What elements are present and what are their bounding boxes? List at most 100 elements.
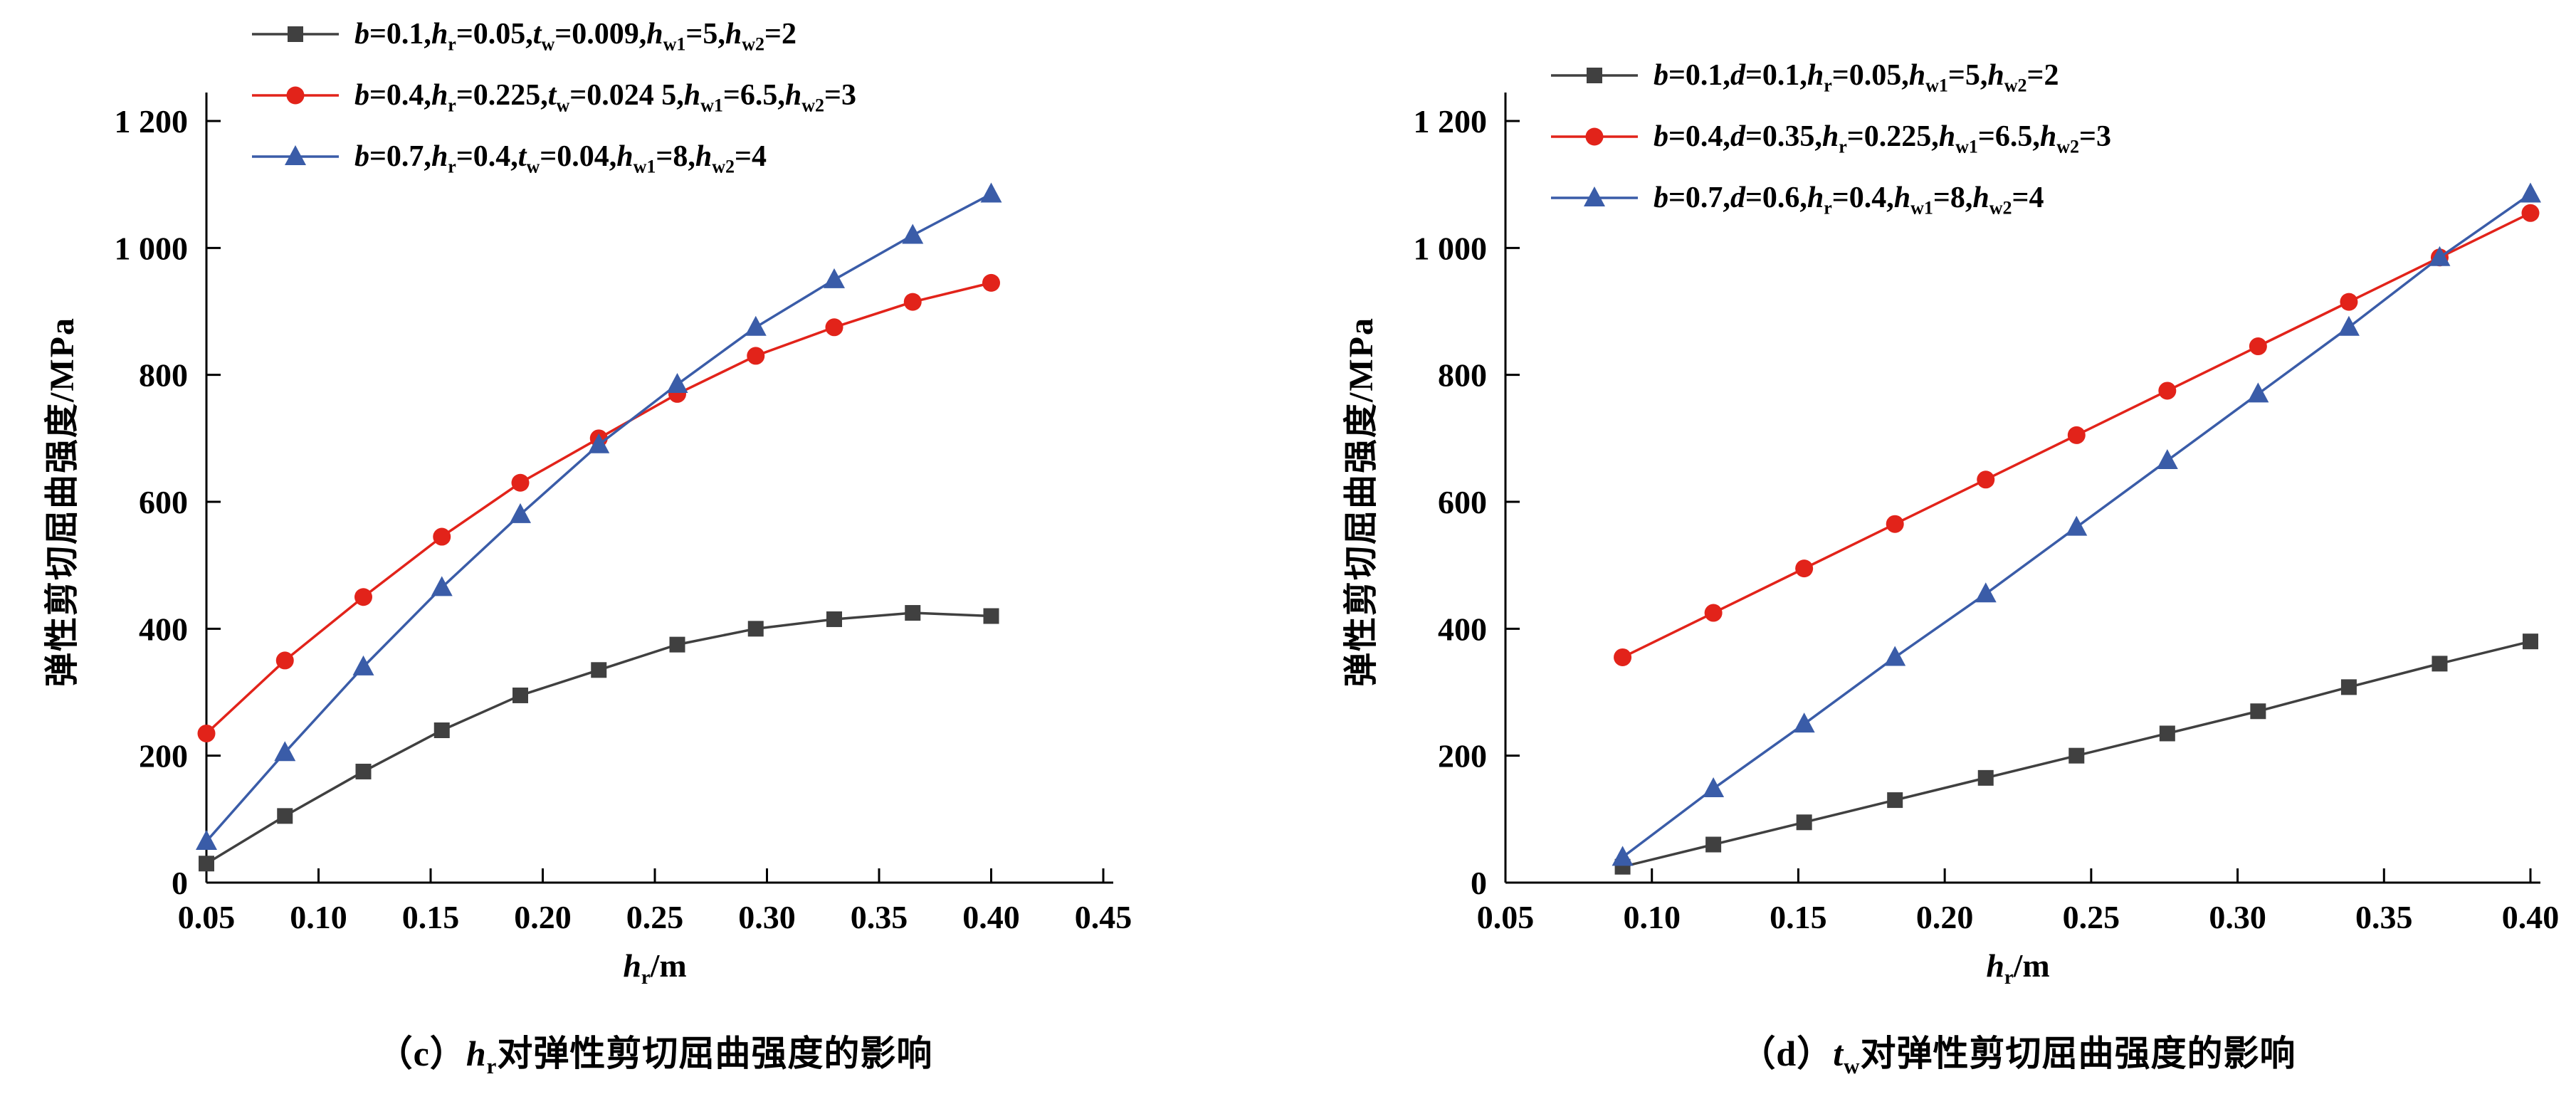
y-tick-label: 1 000 (1414, 230, 1488, 266)
legend-key-icon (1551, 68, 1638, 83)
legend-key-icon (1551, 186, 1638, 206)
triangle-marker (1793, 712, 1815, 733)
figure-d: 0.05 0.10 0.15 0.20 0.25 0.30 0.35 0.40 0 200 400 6… (1313, 0, 2566, 1099)
legend-item: b=0.4,d=0.35,hr=0.225,hw1=6.5,hw2=3 (1548, 118, 2111, 157)
circle-marker (1614, 648, 1632, 666)
y-tick-label: 1 200 (115, 103, 189, 140)
square-marker (905, 605, 921, 621)
y-axis-title: 弹性剪切屈曲强度/MPa (43, 317, 81, 687)
triangle-marker (588, 433, 610, 453)
figure-c: 0.05 0.10 0.15 0.20 0.25 0.30 0.35 0.40 0.45 0 200… (14, 0, 1267, 1099)
circle-marker (825, 318, 843, 337)
series (196, 182, 1002, 851)
series (1614, 633, 2538, 875)
triangle-marker (2520, 182, 2541, 203)
square-marker (983, 608, 999, 624)
square-marker (199, 856, 214, 872)
triangle-marker (2429, 246, 2451, 266)
y-tick-label: 0 (172, 865, 188, 901)
triangle-marker (666, 373, 688, 394)
x-tick-label: 0.25 (2063, 899, 2120, 935)
square-marker (2523, 633, 2538, 650)
legend-item: b=0.7,hr=0.4,tw=0.04,hw1=8,hw2=4 (249, 138, 856, 177)
x-tick-label: 0.20 (1916, 899, 1974, 935)
x-tick-label: 0.30 (738, 899, 796, 935)
y-axis-title: 弹性剪切屈曲强度/MPa (1342, 317, 1380, 687)
legend-key-icon (252, 86, 339, 105)
legend-item: b=0.7,d=0.6,hr=0.4,hw1=8,hw2=4 (1548, 179, 2111, 217)
x-tick-label: 0.30 (2209, 899, 2266, 935)
y-tick-label: 1 200 (1414, 103, 1488, 140)
legend-label: b=0.7,hr=0.4,tw=0.04,hw1=8,hw2=4 (354, 140, 767, 177)
legend-item: b=0.1,d=0.1,hr=0.05,hw1=5,hw2=2 (1548, 57, 2111, 96)
triangle-marker (196, 830, 217, 851)
triangle-marker (1584, 186, 1605, 206)
circle-marker (747, 347, 765, 365)
y-tick-label: 400 (1438, 611, 1487, 647)
triangle-marker (352, 655, 374, 675)
circle-marker (1977, 470, 1995, 489)
circle-marker (2249, 337, 2267, 356)
y-tick-label: 600 (139, 484, 188, 520)
square-marker (826, 611, 842, 627)
circle-marker (2521, 204, 2540, 222)
chart-c-plot: 0.05 0.10 0.15 0.20 0.25 0.30 0.35 0.40 0.45 0 200… (115, 93, 1132, 935)
square-marker (1887, 792, 1903, 809)
circle-marker (286, 86, 305, 105)
x-tick-label: 0.05 (1477, 899, 1535, 935)
triangle-marker (1884, 646, 1906, 666)
legend-label: b=0.4,d=0.35,hr=0.225,hw1=6.5,hw2=3 (1654, 120, 2111, 157)
series-line (206, 611, 992, 865)
legend-label: b=0.1,hr=0.05,tw=0.009,hw1=5,hw2=2 (354, 18, 797, 55)
square-marker (2340, 679, 2357, 695)
square-marker (2159, 725, 2175, 742)
square-marker (512, 687, 528, 703)
circle-marker (1704, 604, 1723, 622)
circle-marker (1886, 515, 1904, 533)
x-tick-label: 0.35 (2355, 899, 2413, 935)
caption: （c）hr对弹性剪切屈曲强度的影响 (377, 1034, 933, 1078)
legend-key-icon (252, 26, 339, 42)
triangle-marker (285, 145, 306, 165)
triangle-marker (2247, 382, 2269, 403)
circle-marker (197, 724, 216, 742)
x-tick-label: 0.40 (962, 899, 1020, 935)
circle-marker (354, 588, 372, 606)
chart-d-plot: 0.05 0.10 0.15 0.20 0.25 0.30 0.35 0.40 0 200 400 6… (1414, 93, 2559, 935)
triangle-marker (2338, 315, 2360, 336)
square-marker (277, 808, 293, 824)
legend-label: b=0.4,hr=0.225,tw=0.024 5,hw1=6.5,hw2=3 (354, 79, 856, 116)
series (1614, 204, 2540, 666)
square-marker (1796, 814, 1812, 831)
legend: b=0.1,d=0.1,hr=0.05,hw1=5,hw2=2 b=0.4,d=0… (1548, 57, 2111, 241)
triangle-marker (274, 741, 296, 762)
x-tick-label: 0.35 (851, 899, 908, 935)
legend-key-icon (1551, 127, 1638, 146)
x-tick-label: 0.10 (290, 899, 347, 935)
triangle-marker (1612, 846, 1634, 866)
y-tick-label: 600 (1438, 484, 1487, 520)
y-tick-label: 0 (1471, 865, 1487, 901)
triangle-marker (902, 224, 924, 244)
legend-item: b=0.4,hr=0.225,tw=0.024 5,hw1=6.5,hw2=3 (249, 77, 856, 116)
square-marker (355, 763, 372, 779)
legend: b=0.1,hr=0.05,tw=0.009,hw1=5,hw2=2 b=0.4,… (249, 16, 856, 199)
x-axis-title: hr/m (1986, 947, 2050, 989)
circle-marker (275, 651, 294, 670)
circle-marker (2340, 293, 2358, 311)
circle-marker (433, 527, 451, 546)
triangle-marker (745, 315, 767, 336)
x-tick-label: 0.45 (1075, 899, 1132, 935)
triangle-marker (1703, 777, 1725, 798)
x-axis-title: hr/m (623, 947, 687, 989)
square-marker (2250, 703, 2266, 720)
square-marker (2068, 747, 2085, 764)
y-tick-label: 400 (139, 611, 188, 647)
circle-marker (511, 473, 530, 492)
square-marker (433, 722, 450, 738)
y-tick-label: 200 (1438, 738, 1487, 774)
caption: （d）tw对弹性剪切屈曲强度的影响 (1740, 1034, 2296, 1078)
square-marker (1705, 836, 1722, 853)
x-tick-label: 0.15 (402, 899, 460, 935)
legend-label: b=0.1,d=0.1,hr=0.05,hw1=5,hw2=2 (1654, 59, 2059, 96)
